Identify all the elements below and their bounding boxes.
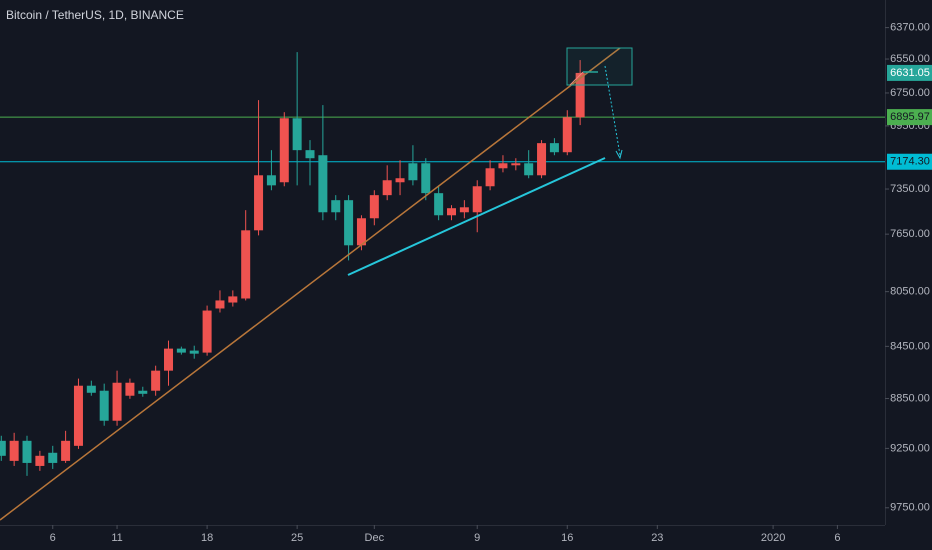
path-line: [569, 71, 584, 86]
candle-body: [459, 207, 469, 213]
candle-body: [228, 296, 238, 303]
x-tick-label: 23: [651, 532, 663, 544]
level-label: 6895.97: [890, 111, 930, 123]
candle-body: [254, 175, 264, 231]
candle-body: [498, 163, 508, 169]
y-tick-label: 8050.00: [890, 286, 930, 298]
target-box: [566, 47, 633, 86]
candle-body: [48, 452, 58, 463]
y-tick-label: 6750.00: [890, 87, 930, 99]
candle-body: [356, 218, 366, 246]
last-price-label-box: [887, 64, 932, 81]
y-tick-label: 7650.00: [890, 228, 930, 240]
candle-body: [318, 155, 328, 213]
candle-body: [331, 200, 341, 213]
candle-body: [9, 440, 19, 461]
candle-body: [305, 150, 315, 159]
candle-body: [86, 385, 96, 393]
candle-body: [138, 390, 148, 394]
candle-body: [434, 193, 444, 216]
candle-body: [549, 143, 559, 153]
candle-body: [215, 300, 225, 309]
candle-body: [266, 175, 276, 186]
y-tick-label: 8450.00: [890, 340, 930, 352]
candle-body: [344, 200, 354, 246]
x-tick-label: 11: [111, 532, 122, 544]
candle-body: [73, 385, 83, 446]
candle-body: [562, 117, 572, 153]
y-tick-label: 6370.00: [890, 22, 930, 34]
candle-body: [35, 455, 45, 466]
chart-title: Bitcoin / TetherUS, 1D, BINANCE: [6, 8, 184, 22]
level-label-box: [887, 109, 932, 126]
candle-body: [22, 440, 32, 463]
arrow-head: [615, 149, 623, 160]
x-tick-label: 2020: [761, 532, 785, 544]
plot-area: [0, 52, 885, 476]
x-tick-label: 9: [474, 532, 480, 544]
candle-body: [189, 350, 199, 354]
x-tick-label: 25: [291, 532, 303, 544]
candle-body: [202, 310, 212, 353]
y-tick-label: 9250.00: [890, 442, 930, 454]
axes: 6370.006550.006750.006950.007350.007650.…: [50, 22, 932, 544]
projection-arrow: [604, 65, 621, 156]
candle-body: [575, 72, 585, 118]
x-tick-label: Dec: [365, 532, 385, 544]
candle-body: [99, 390, 109, 421]
level-label-box: [887, 153, 932, 170]
candle-body: [408, 163, 418, 181]
candle-body: [164, 348, 174, 371]
candle-body: [151, 370, 161, 391]
candle-body: [537, 143, 547, 176]
candle-body: [112, 382, 122, 421]
candle-body: [292, 118, 302, 151]
candle-body: [421, 163, 431, 194]
trend-line: [0, 47, 621, 521]
candle-body: [0, 440, 6, 456]
candle-body: [176, 348, 186, 353]
candle-body: [447, 208, 457, 216]
candle-body: [395, 178, 405, 183]
candle-body: [369, 195, 379, 219]
candle-body: [382, 180, 392, 196]
y-tick-label: 7350.00: [890, 183, 930, 195]
candle-body: [61, 440, 71, 461]
x-tick-label: 6: [50, 532, 56, 544]
candle-body: [125, 382, 135, 396]
last-price-label: 6631.05: [890, 67, 930, 79]
candle-body: [511, 163, 521, 166]
support-line: [347, 157, 606, 276]
candle-body: [524, 163, 534, 176]
y-tick-label: 6550.00: [890, 53, 930, 65]
candle-body: [472, 186, 482, 213]
x-tick-label: 16: [561, 532, 573, 544]
x-tick-label: 6: [834, 532, 840, 544]
candle-body: [241, 230, 251, 299]
drawings: [0, 47, 633, 521]
x-tick-label: 18: [201, 532, 213, 544]
candle-body: [279, 118, 289, 183]
level-label: 7174.30: [890, 156, 930, 168]
y-tick-label: 8850.00: [890, 392, 930, 404]
y-tick-label: 9750.00: [890, 502, 930, 514]
candle-body: [485, 168, 495, 187]
